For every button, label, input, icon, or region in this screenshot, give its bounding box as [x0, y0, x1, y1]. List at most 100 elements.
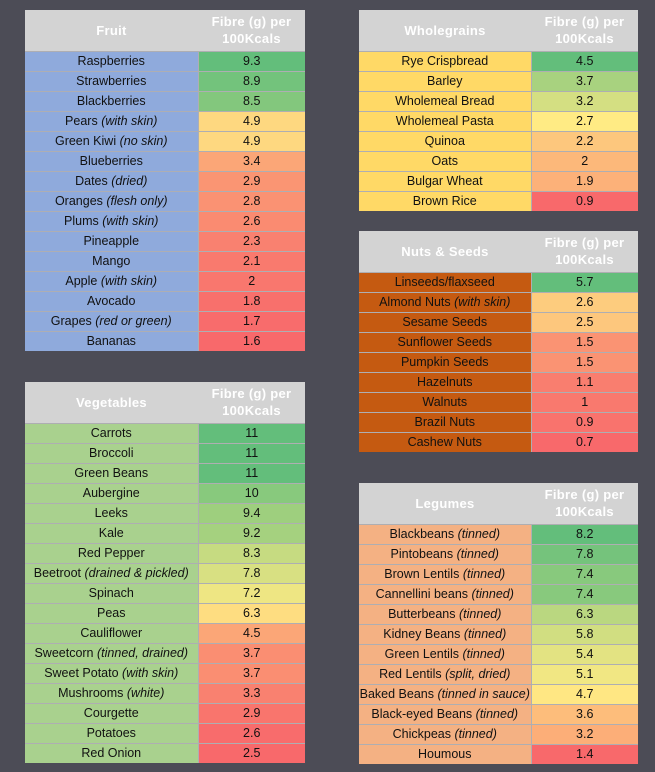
food-name: Green Beans — [74, 466, 149, 480]
food-name-cell: Chickpeas (tinned) — [359, 723, 531, 744]
food-name: Red Pepper — [77, 546, 145, 560]
food-name: Blueberries — [79, 154, 143, 168]
food-name-cell: Bulgar Wheat — [359, 170, 531, 191]
table-row: Pineapple 2.3 — [25, 230, 305, 251]
food-name: Houmous — [418, 747, 472, 762]
food-note: (tinned) — [456, 547, 499, 561]
food-name-cell: Cauliflower — [25, 622, 198, 643]
food-name: Butterbeans — [388, 607, 456, 621]
food-name-cell: Rye Crispbread — [359, 50, 531, 71]
food-name-cell: Baked Beans (tinned in sauce) — [359, 683, 531, 704]
food-name: Blackbeans — [389, 527, 455, 541]
food-name: Strawberries — [76, 74, 147, 88]
table-row: Hazelnuts 1.1 — [359, 371, 638, 392]
table-row: Mango 2.1 — [25, 250, 305, 271]
table-row: Butterbeans (tinned) 6.3 — [359, 603, 638, 624]
fibre-value: 2.9 — [197, 170, 305, 191]
food-name-cell: Green Kiwi (no skin) — [25, 130, 198, 151]
food-name-cell: Courgette — [25, 702, 198, 723]
table-row: Green Beans 11 — [25, 462, 305, 483]
fibre-value: 3.2 — [530, 723, 638, 744]
food-name-cell: Wholemeal Bread — [359, 90, 531, 111]
food-note: (with skin) — [122, 666, 179, 680]
food-name: Mushrooms — [58, 686, 124, 700]
table-row: Walnuts 1 — [359, 391, 638, 412]
table-row: Sweet Potato (with skin) 3.7 — [25, 662, 305, 683]
food-name: Aubergine — [82, 486, 140, 500]
food-name-cell: Leeks — [25, 502, 198, 523]
fibre-value: 1.9 — [530, 170, 638, 191]
fibre-value: 2.3 — [197, 230, 305, 251]
fibre-value: 5.4 — [530, 643, 638, 664]
food-name: Potatoes — [86, 726, 136, 740]
fibre-value: 5.1 — [530, 663, 638, 684]
food-name-cell: Bananas — [25, 330, 198, 351]
food-name-cell: Blackbeans (tinned) — [359, 523, 531, 544]
table-row: Pintobeans (tinned) 7.8 — [359, 543, 638, 564]
food-name-cell: Sesame Seeds — [359, 311, 531, 332]
food-name: Almond Nuts — [379, 295, 451, 309]
food-name-cell: Kale — [25, 522, 198, 543]
food-name-cell: Pumpkin Seeds — [359, 351, 531, 372]
food-name-cell: Green Lentils (tinned) — [359, 643, 531, 664]
food-name: Dates — [75, 174, 108, 188]
table-row: Cashew Nuts 0.7 — [359, 431, 638, 452]
food-note: (tinned) — [463, 627, 507, 641]
food-name-cell: Cannellini beans (tinned) — [359, 583, 531, 604]
fibre-value: 2.5 — [530, 311, 638, 332]
fibre-value: 4.9 — [197, 130, 305, 151]
food-name: Sweetcorn — [34, 646, 94, 660]
nuts-seeds-table: Nuts & Seeds Fibre (g) per 100Kcals Lins… — [359, 231, 638, 452]
food-name: Chickpeas — [392, 727, 451, 741]
food-name-cell: Broccoli — [25, 442, 198, 463]
food-note: (split, dried) — [445, 667, 511, 681]
fibre-value: 2.8 — [197, 190, 305, 211]
fruit-value-header: Fibre (g) per 100Kcals — [198, 10, 305, 51]
food-name: Wholemeal Bread — [395, 94, 495, 108]
food-name-cell: Brown Lentils (tinned) — [359, 563, 531, 584]
wholegrains-title: Wholegrains — [359, 10, 531, 51]
table-row: Sweetcorn (tinned, drained) 3.7 — [25, 642, 305, 663]
food-name-cell: Blueberries — [25, 150, 198, 171]
table-row: Blueberries 3.4 — [25, 150, 305, 171]
food-note: (with skin) — [100, 274, 158, 288]
food-name-cell: Walnuts — [359, 391, 531, 412]
fibre-value: 2.1 — [197, 250, 305, 271]
fibre-value: 9.3 — [197, 50, 305, 71]
food-note: (tinned) — [462, 567, 506, 581]
fibre-value: 4.9 — [197, 110, 305, 131]
fibre-value: 8.2 — [530, 523, 638, 544]
food-name: Peas — [97, 606, 126, 620]
fibre-value: 8.5 — [197, 90, 305, 111]
fibre-value: 7.4 — [530, 583, 638, 604]
food-name: Blackberries — [76, 94, 146, 108]
vegetables-title: Vegetables — [25, 382, 198, 423]
table-row: Raspberries 9.3 — [25, 50, 305, 71]
food-name-cell: Brown Rice — [359, 190, 531, 211]
fruit-table: Fruit Fibre (g) per 100Kcals Raspberries… — [25, 10, 305, 351]
table-row: Pumpkin Seeds 1.5 — [359, 351, 638, 372]
fibre-value: 2 — [530, 150, 638, 171]
food-name-cell: Aubergine — [25, 482, 198, 503]
food-name: Rye Crispbread — [401, 54, 489, 68]
nuts-seeds-value-header: Fibre (g) per 100Kcals — [531, 231, 638, 272]
food-name-cell: Red Lentils (split, dried) — [359, 663, 531, 684]
food-note: (drained & pickled) — [84, 566, 189, 580]
food-name-cell: Houmous — [359, 743, 531, 764]
fibre-value: 5.7 — [530, 271, 638, 292]
nuts-seeds-title: Nuts & Seeds — [359, 231, 531, 272]
food-name: Grapes — [50, 314, 92, 328]
food-name-cell: Black-eyed Beans (tinned) — [359, 703, 531, 724]
food-name-cell: Kidney Beans (tinned) — [359, 623, 531, 644]
food-note: (with skin) — [101, 114, 158, 128]
table-row: Apple (with skin) 2 — [25, 270, 305, 291]
fibre-value: 2.7 — [530, 110, 638, 131]
table-row: Sunflower Seeds 1.5 — [359, 331, 638, 352]
fibre-value: 2.6 — [197, 210, 305, 231]
food-name: Quinoa — [424, 134, 465, 148]
food-name: Broccoli — [89, 446, 134, 460]
table-row: Kidney Beans (tinned) 5.8 — [359, 623, 638, 644]
table-row: Strawberries 8.9 — [25, 70, 305, 91]
fibre-value: 1.8 — [197, 290, 305, 311]
food-note: (tinned in sauce) — [437, 687, 530, 701]
